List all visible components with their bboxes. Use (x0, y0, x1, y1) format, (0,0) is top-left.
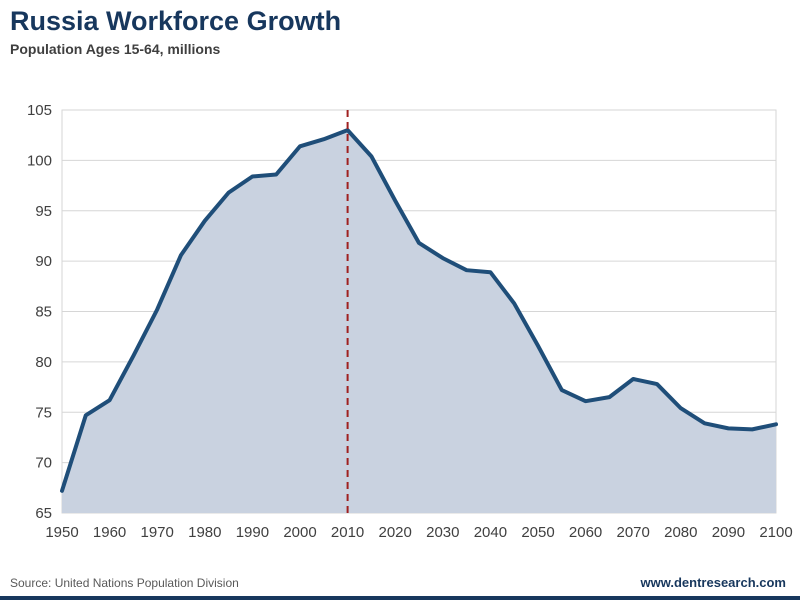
svg-text:90: 90 (35, 253, 52, 270)
area-chart: 65 70 75 80 85 90 95 100 105 1950 1960 1970 1980 1990… (0, 90, 800, 555)
footer-accent-bar (0, 596, 800, 600)
svg-text:65: 65 (35, 505, 52, 522)
website-link[interactable]: www.dentresearch.com (640, 575, 786, 590)
svg-text:105: 105 (27, 102, 52, 119)
svg-text:2050: 2050 (521, 524, 554, 541)
chart-header: Russia Workforce Growth Population Ages … (10, 6, 341, 57)
svg-text:2080: 2080 (664, 524, 697, 541)
svg-text:1960: 1960 (93, 524, 126, 541)
chart-title: Russia Workforce Growth (10, 6, 342, 36)
svg-text:1980: 1980 (188, 524, 221, 541)
svg-text:2000: 2000 (283, 524, 316, 541)
svg-text:1950: 1950 (45, 524, 78, 541)
svg-text:2090: 2090 (712, 524, 745, 541)
svg-text:100: 100 (27, 152, 52, 169)
svg-text:80: 80 (35, 354, 52, 371)
svg-text:85: 85 (35, 304, 52, 321)
svg-text:2040: 2040 (474, 524, 507, 541)
svg-text:2010: 2010 (331, 524, 364, 541)
footer: Source: United Nations Population Divisi… (0, 568, 800, 592)
svg-text:2100: 2100 (759, 524, 792, 541)
chart-subtitle: Population Ages 15-64, millions (10, 41, 221, 57)
source-text: Source: United Nations Population Divisi… (10, 576, 239, 590)
svg-text:1970: 1970 (141, 524, 174, 541)
svg-text:1990: 1990 (236, 524, 269, 541)
svg-text:2020: 2020 (379, 524, 412, 541)
svg-text:2070: 2070 (617, 524, 650, 541)
svg-text:2060: 2060 (569, 524, 602, 541)
area-chart-svg: 65 70 75 80 85 90 95 100 105 1950 1960 1970 1980 1990… (27, 102, 793, 541)
svg-text:95: 95 (35, 203, 52, 220)
svg-text:2030: 2030 (426, 524, 459, 541)
svg-text:70: 70 (35, 455, 52, 472)
svg-text:75: 75 (35, 404, 52, 421)
